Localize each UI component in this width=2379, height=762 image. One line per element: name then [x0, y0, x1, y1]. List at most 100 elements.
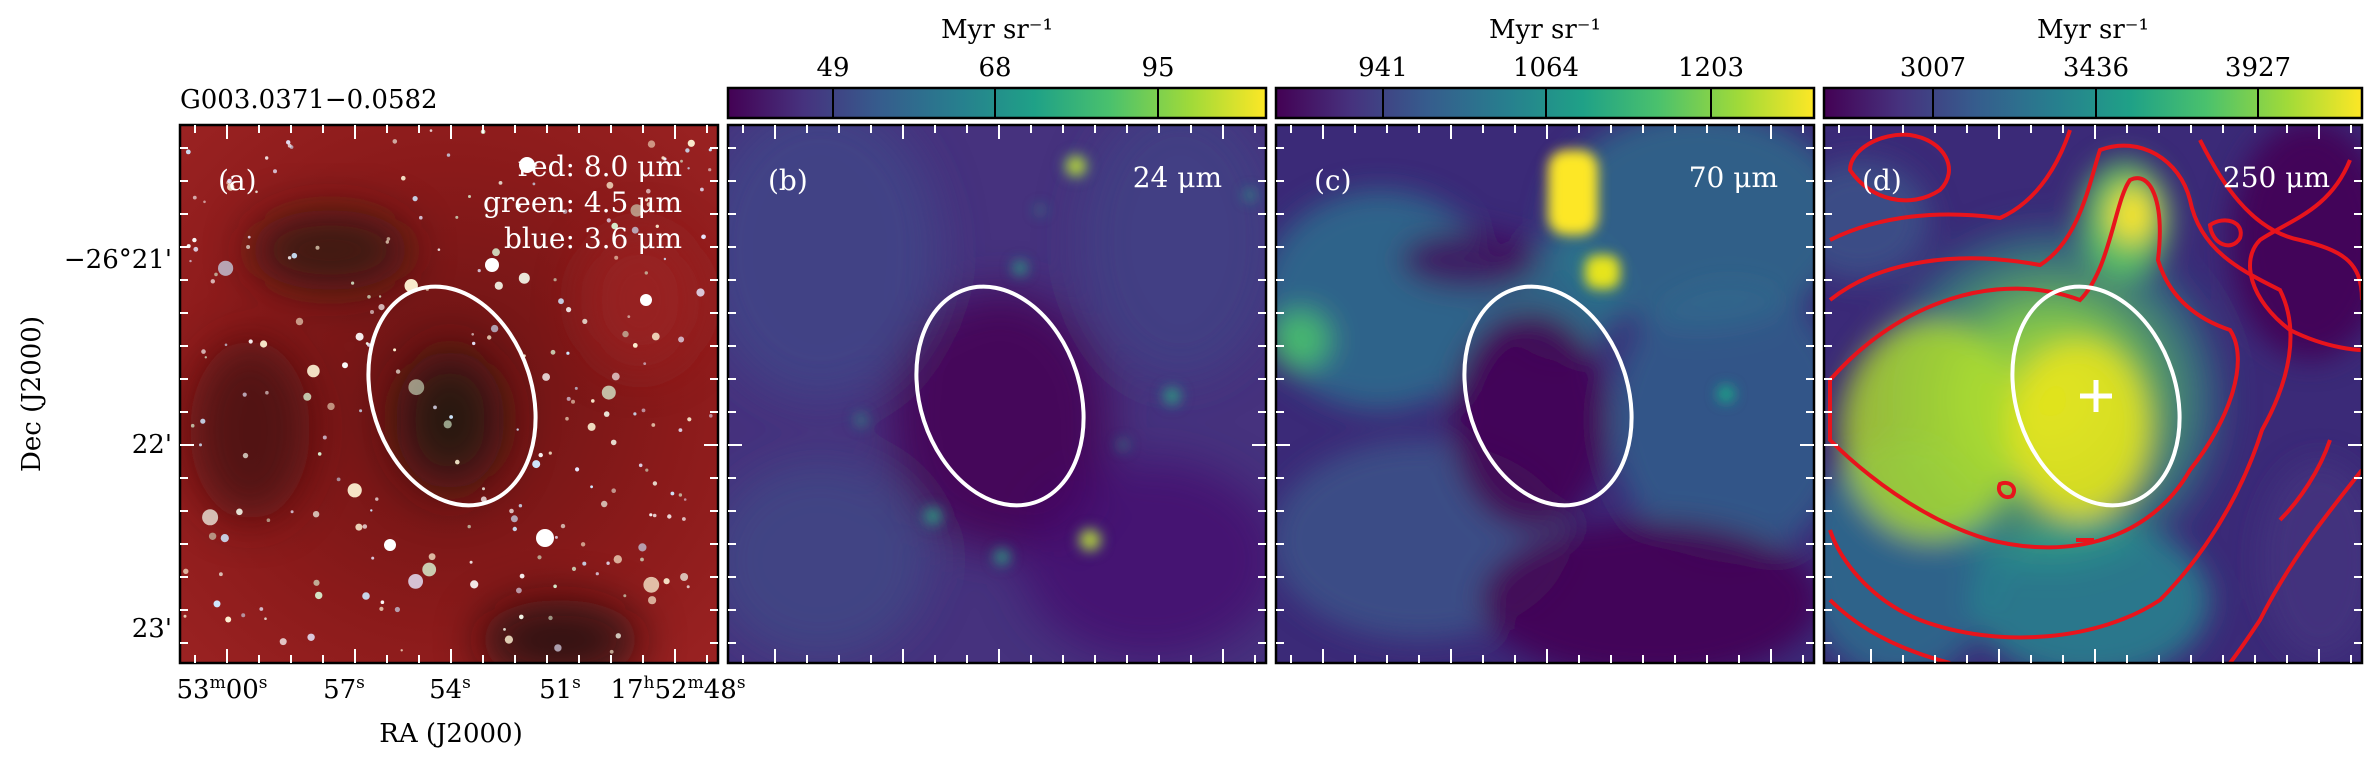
star [645, 468, 649, 472]
star [509, 508, 514, 514]
star [200, 418, 206, 424]
star [380, 600, 385, 604]
panel-d-ticks [1824, 125, 2362, 663]
star [512, 526, 517, 532]
star [627, 315, 631, 318]
star [433, 405, 437, 410]
star [687, 139, 695, 147]
star [503, 628, 506, 631]
colorbar-b-tick-label: 49 [816, 53, 849, 83]
star [362, 592, 370, 600]
panel-b: (b) 24 μm [726, 123, 1268, 665]
star [644, 271, 648, 275]
star [386, 237, 391, 241]
star [542, 373, 550, 381]
star [412, 196, 418, 202]
star [392, 139, 398, 144]
star [630, 204, 643, 217]
star [220, 534, 229, 543]
rgb-label-green: green: 4.5 μm [483, 186, 682, 219]
star [700, 187, 704, 192]
star [370, 509, 373, 512]
star [192, 195, 197, 200]
star [517, 204, 521, 209]
star [400, 649, 403, 652]
beam-ellipse [366, 284, 538, 508]
star [566, 396, 571, 401]
star [183, 568, 189, 574]
star [582, 561, 587, 566]
star [623, 594, 627, 598]
y-axis-label: Dec (J2000) [17, 316, 47, 472]
star [469, 560, 473, 564]
colorbar-c-tick-label: 1203 [1678, 53, 1744, 83]
star [532, 182, 536, 186]
panel-b-band: 24 μm [1133, 161, 1222, 194]
star [633, 412, 637, 416]
star [558, 298, 564, 305]
star [455, 215, 459, 219]
star [375, 497, 379, 501]
star [192, 237, 197, 243]
star [307, 364, 320, 378]
star [613, 555, 622, 564]
star [378, 295, 382, 298]
star [480, 496, 487, 503]
star [265, 390, 269, 395]
star [289, 145, 294, 149]
star [313, 579, 320, 586]
star [519, 573, 525, 579]
x-axis-label: RA (J2000) [379, 719, 523, 749]
star [429, 129, 433, 132]
star [687, 167, 690, 170]
star [648, 596, 657, 605]
star [219, 572, 223, 577]
star [582, 318, 588, 324]
star [519, 614, 524, 620]
star [307, 633, 315, 641]
star [560, 523, 566, 529]
star [571, 566, 577, 572]
star [640, 294, 652, 306]
star [482, 487, 485, 491]
dec-tick-label-21: −26°21' [64, 245, 172, 275]
star [696, 288, 705, 297]
star [687, 417, 692, 422]
star [455, 459, 460, 465]
beam-ellipse [1462, 284, 1634, 508]
panel-d-band: 250 μm [2223, 161, 2330, 194]
star [652, 481, 658, 486]
star [601, 500, 608, 508]
star [241, 613, 246, 618]
star [347, 483, 362, 498]
star [355, 332, 364, 341]
panel-c-image [1276, 125, 1814, 663]
star [701, 234, 706, 240]
star [419, 215, 423, 220]
colorbar-d-tick-label: 3007 [1900, 53, 1966, 83]
star [519, 157, 535, 173]
panel-c: (c) 70 μm [1274, 123, 1816, 665]
colorbar-d: Myr sr⁻¹ 3007 3436 3927 [1822, 15, 2364, 120]
star [290, 510, 294, 514]
star [595, 572, 599, 576]
panel-c-letter: (c) [1314, 164, 1352, 197]
star [236, 508, 243, 516]
star [566, 351, 570, 355]
star [611, 488, 616, 494]
ra-tick-label-51s: 51s [539, 673, 581, 705]
star [428, 553, 436, 561]
star [534, 164, 538, 167]
star [537, 555, 542, 560]
star [580, 542, 586, 547]
star [565, 416, 569, 421]
star [554, 535, 558, 539]
star [224, 343, 228, 347]
colorbar-b-unit: Myr sr⁻¹ [941, 15, 1053, 45]
star [490, 324, 499, 333]
star [603, 411, 610, 417]
star [516, 428, 519, 431]
star [614, 255, 619, 260]
star [214, 272, 218, 277]
star [516, 587, 522, 594]
